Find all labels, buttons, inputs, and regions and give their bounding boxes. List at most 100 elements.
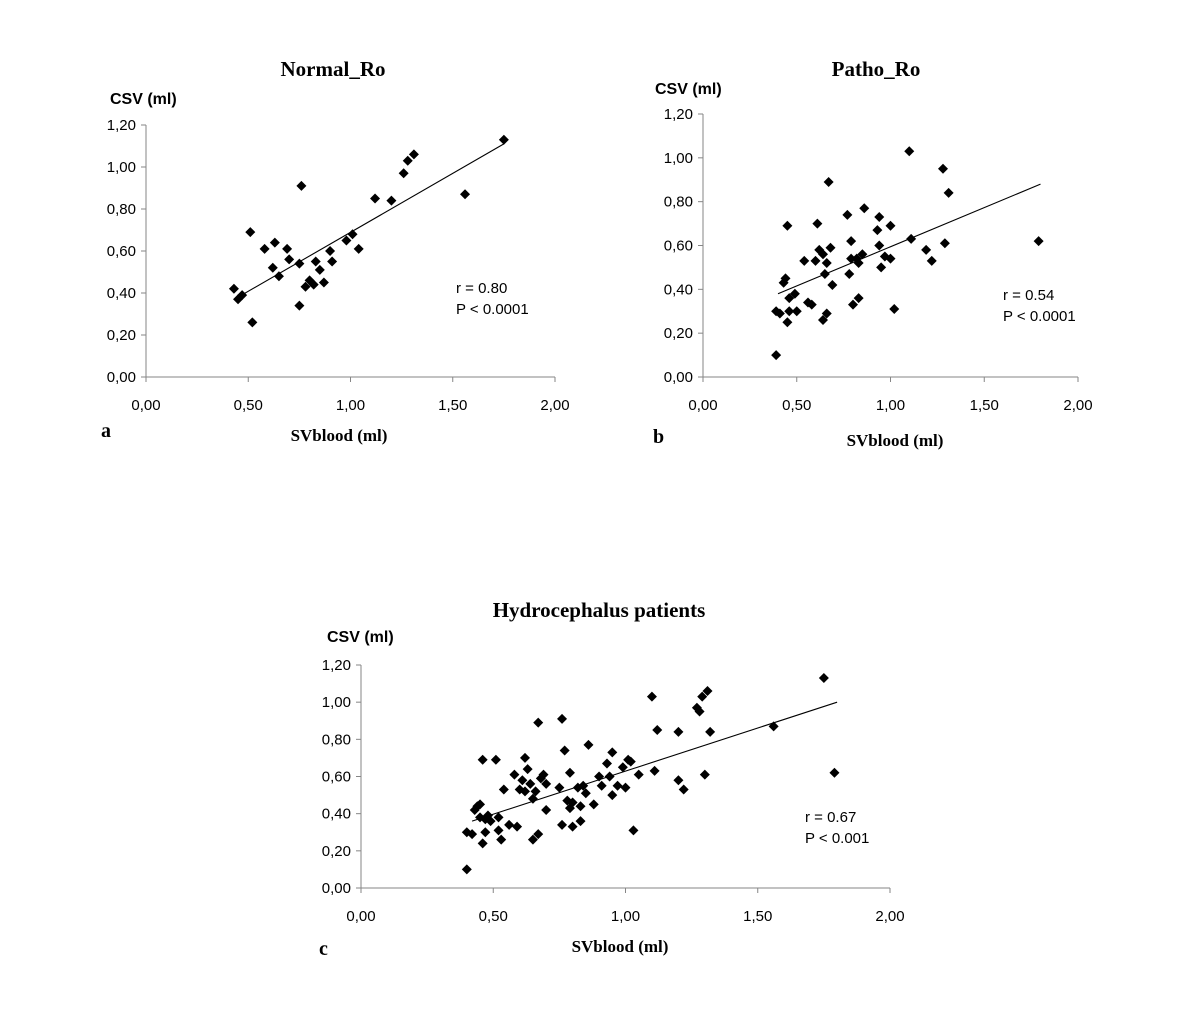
data-point (823, 176, 834, 187)
x-axis-label: SVblood (ml) (572, 937, 669, 956)
trendline (237, 143, 505, 298)
correlation-r-label: r = 0.54 (1003, 287, 1054, 304)
data-point (525, 778, 536, 789)
y-tick-label: 0,60 (664, 238, 693, 255)
x-tick-label: 2,00 (875, 908, 904, 925)
chart-panel-c: 0,00 0,20 0,40 0,60 0,80 1,00 1,20 0,00 0,50 1,00… (319, 598, 905, 960)
data-point (596, 780, 607, 791)
data-point (799, 255, 810, 266)
data-point (771, 350, 782, 361)
data-point (554, 782, 565, 793)
data-point (607, 790, 618, 801)
data-point (247, 317, 258, 328)
data-point (818, 315, 828, 326)
data-point (782, 317, 793, 328)
data-point (269, 237, 280, 248)
data-point (408, 149, 419, 160)
panel-letter: c (319, 938, 328, 960)
data-point (846, 253, 857, 264)
data-point (300, 281, 311, 292)
data-point (791, 306, 802, 317)
data-point (557, 713, 568, 724)
p-value-label: P < 0.0001 (1003, 308, 1076, 325)
data-point (844, 268, 855, 279)
y-axis-label: CSV (ml) (655, 81, 722, 98)
data-point (857, 249, 868, 260)
data-point (821, 308, 832, 319)
data-point (294, 258, 305, 269)
data-point (784, 306, 795, 317)
y-axis-label: CSV (ml) (327, 629, 394, 646)
data-point (874, 212, 885, 223)
data-point (906, 233, 917, 244)
data-point (259, 243, 270, 254)
data-point (541, 778, 552, 789)
data-point (842, 209, 853, 220)
data-point (318, 277, 329, 288)
data-point (575, 816, 586, 827)
data-point (467, 829, 478, 840)
data-point (386, 195, 397, 206)
y-tick-label: 1,20 (107, 117, 136, 134)
data-point (943, 187, 954, 198)
panel-letter: a (101, 420, 111, 442)
data-point (853, 258, 864, 269)
data-point (1033, 236, 1044, 247)
chart-title: Patho_Ro (832, 57, 921, 81)
data-point (564, 767, 575, 778)
data-point (583, 739, 594, 750)
data-point (810, 255, 821, 266)
data-point (353, 243, 364, 254)
x-tick-label: 0,00 (131, 397, 160, 414)
data-point (538, 769, 549, 780)
data-point (578, 780, 589, 791)
data-point (782, 220, 793, 231)
data-point (821, 258, 832, 269)
panel-letter: b (653, 426, 664, 448)
data-point (557, 819, 568, 830)
y-tick-label: 0,80 (107, 201, 136, 218)
data-point (245, 227, 256, 238)
x-tick-label: 1,00 (876, 397, 905, 414)
data-point (652, 725, 663, 736)
data-point (617, 762, 628, 773)
data-point (493, 825, 504, 836)
data-point (294, 300, 305, 311)
data-point (694, 706, 705, 717)
y-tick-label: 0,80 (322, 731, 351, 748)
data-point (310, 256, 321, 267)
data-point (530, 786, 541, 797)
y-tick-label: 0,80 (664, 194, 693, 211)
x-tick-label: 0,00 (346, 908, 375, 925)
data-point (827, 279, 838, 290)
correlation-r-label: r = 0.67 (805, 809, 856, 826)
data-point (509, 769, 520, 780)
data-point (341, 235, 352, 246)
data-point (517, 775, 528, 786)
data-point (237, 290, 248, 301)
data-point (575, 801, 586, 812)
data-point (498, 784, 509, 795)
data-point (327, 256, 338, 267)
x-tick-label: 2,00 (1063, 397, 1092, 414)
data-point (273, 271, 284, 282)
data-point (812, 218, 823, 229)
data-point (580, 788, 591, 799)
y-tick-label: 0,60 (322, 769, 351, 786)
data-point (485, 816, 496, 827)
data-point (480, 827, 491, 838)
y-tick-label: 0,20 (322, 843, 351, 860)
y-tick-label: 1,20 (664, 106, 693, 123)
data-point (939, 238, 950, 249)
y-tick-label: 0,40 (322, 806, 351, 823)
data-point (872, 225, 883, 236)
data-point (829, 767, 840, 778)
data-point (633, 769, 644, 780)
chart-title: Hydrocephalus patients (493, 598, 706, 622)
data-point (921, 244, 932, 255)
chart-panel-a: 0,00 0,20 0,40 0,60 0,80 1,00 1,20 0,00 0,50 1,00… (101, 57, 570, 445)
data-point (308, 279, 319, 290)
y-tick-label: 0,40 (664, 281, 693, 298)
x-tick-label: 1,50 (970, 397, 999, 414)
